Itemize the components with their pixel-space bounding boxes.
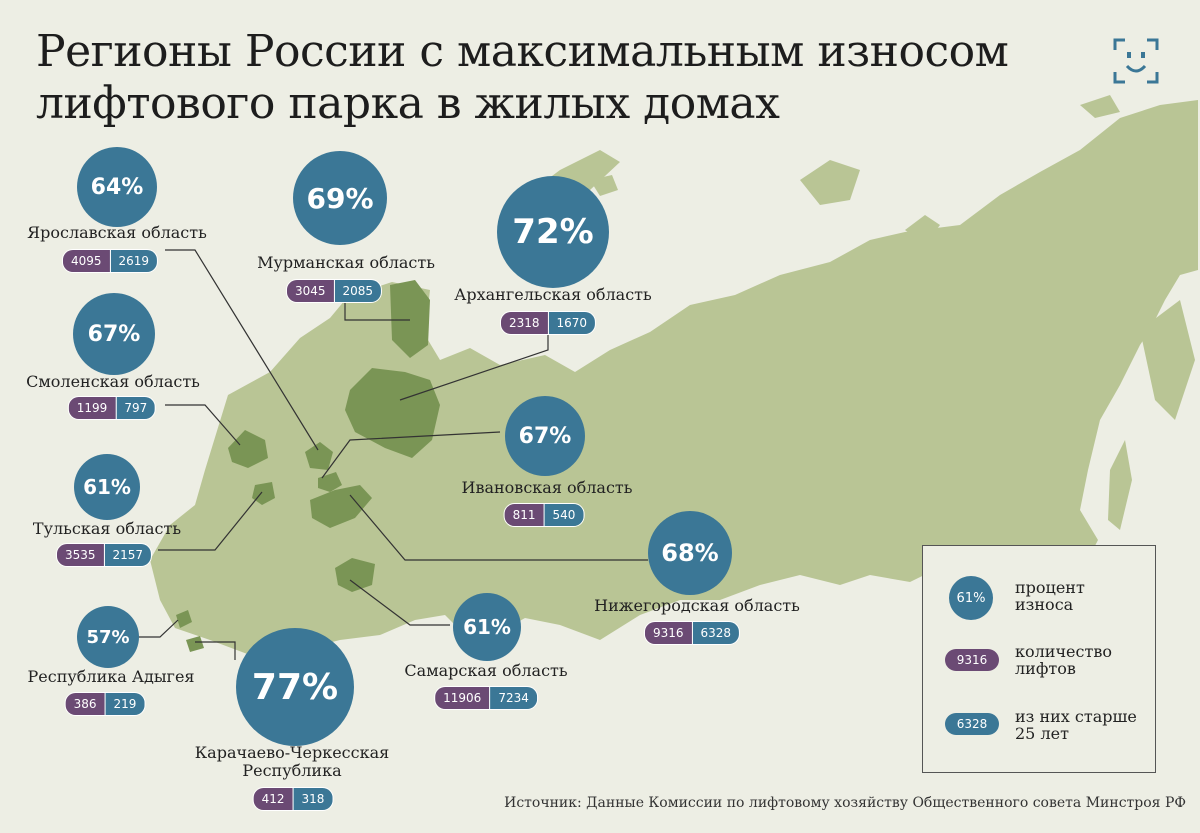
legend-lifts-label: количество лифтов xyxy=(1015,642,1112,678)
region-label-adygea: Республика Адыгея xyxy=(27,667,195,686)
region-yaroslavl-shape xyxy=(305,442,333,470)
island-wrangel xyxy=(1080,95,1120,118)
old-lifts-count: 2157 xyxy=(103,544,152,566)
old-lifts-count: 6328 xyxy=(691,622,740,644)
count-pill-adygea: 386 219 xyxy=(64,692,146,716)
region-arkhangelsk-shape xyxy=(345,368,440,458)
lifts-count: 412 xyxy=(253,788,293,810)
wear-bubble-smolensk: 67% xyxy=(73,293,155,375)
region-murmansk-shape xyxy=(390,280,430,358)
count-pill-tula: 3535 2157 xyxy=(55,543,153,567)
peninsula-kamchatka xyxy=(1140,300,1195,420)
leader-murmansk xyxy=(344,300,410,321)
source-note: Источник: Данные Комиссии по лифтовому х… xyxy=(504,795,1186,811)
region-label-ivanovo: Ивановская область xyxy=(461,478,633,497)
region-label-tula: Тульская область xyxy=(32,519,182,538)
wear-bubble-yaroslavl: 64% xyxy=(77,147,157,227)
legend-wear-label: процент износа xyxy=(1015,578,1085,614)
old-lifts-count: 7234 xyxy=(489,687,537,709)
leader-yaroslavl xyxy=(165,249,319,451)
region-label-arkhangelsk: Архангельская область xyxy=(454,285,652,304)
leader-smolensk xyxy=(165,404,241,446)
leader-samara xyxy=(349,579,450,626)
region-smolensk-shape xyxy=(228,430,268,468)
lifts-count: 1199 xyxy=(68,397,116,419)
legend-wear-sample: 61% xyxy=(949,576,993,620)
leader-ivanovo xyxy=(321,431,501,479)
russia-landmass xyxy=(150,100,1198,655)
lifts-count: 9316 xyxy=(644,622,692,644)
count-pill-kchr: 412 318 xyxy=(252,787,334,811)
region-label-nizhny: Нижегородская область xyxy=(594,596,800,615)
old-lifts-count: 318 xyxy=(292,788,333,810)
count-pill-ivanovo: 811 540 xyxy=(503,503,585,527)
wear-bubble-kchr: 77% xyxy=(236,628,354,746)
island-sakhalin xyxy=(1108,440,1132,530)
wear-bubble-nizhny: 68% xyxy=(648,511,732,595)
wear-bubble-adygea: 57% xyxy=(77,606,139,668)
old-lifts-count: 2085 xyxy=(333,280,382,302)
old-lifts-count: 219 xyxy=(104,693,145,715)
wear-bubble-murmansk: 69% xyxy=(293,151,387,245)
lifts-count: 2318 xyxy=(500,312,548,334)
lifts-count: 3045 xyxy=(286,280,334,302)
region-label-yaroslavl: Ярославская область xyxy=(27,223,207,242)
region-label-kchr: Карачаево-Черкесская Республика xyxy=(194,743,390,780)
smile-logo-icon xyxy=(1113,38,1159,84)
region-nizhny-shape xyxy=(310,485,372,528)
lifts-count: 811 xyxy=(504,504,544,526)
legend-old-label: из них старше 25 лет xyxy=(1015,707,1137,743)
lifts-count: 4095 xyxy=(62,250,110,272)
old-lifts-count: 797 xyxy=(115,397,156,419)
region-kchr-shape xyxy=(186,636,204,652)
wear-bubble-ivanovo: 67% xyxy=(505,396,585,476)
region-tula-shape xyxy=(252,482,275,505)
region-label-smolensk: Смоленская область xyxy=(26,372,200,391)
region-adygea-shape xyxy=(176,610,192,628)
island-franz-josef xyxy=(590,175,618,196)
page-title: Регионы России с максимальным износом ли… xyxy=(36,26,1009,129)
count-pill-yaroslavl: 4095 2619 xyxy=(61,249,159,273)
leader-kchr xyxy=(195,641,236,660)
count-pill-nizhny: 9316 6328 xyxy=(643,621,741,645)
lifts-count: 386 xyxy=(65,693,105,715)
region-ivanovo-shape xyxy=(318,472,342,492)
legend-lifts-sample: 9316 xyxy=(945,649,999,671)
island-new-siberian xyxy=(905,215,940,245)
legend-box: 61% процент износа 9316 количество лифто… xyxy=(922,545,1156,773)
old-lifts-count: 540 xyxy=(543,504,584,526)
region-samara-shape xyxy=(335,558,375,592)
lifts-count: 3535 xyxy=(56,544,104,566)
count-pill-smolensk: 1199 797 xyxy=(67,396,157,420)
region-label-samara: Самарская область xyxy=(404,661,568,680)
leader-adygea xyxy=(132,619,179,638)
wear-bubble-samara: 61% xyxy=(453,593,521,661)
wear-bubble-arkhangelsk: 72% xyxy=(497,176,609,288)
leader-arkhangelsk xyxy=(399,335,549,401)
region-label-murmansk: Мурманская область xyxy=(257,253,435,272)
wear-bubble-tula: 61% xyxy=(74,454,140,520)
old-lifts-count: 1670 xyxy=(547,312,596,334)
count-pill-murmansk: 3045 2085 xyxy=(285,279,383,303)
count-pill-samara: 11906 7234 xyxy=(434,686,538,710)
leader-nizhny xyxy=(349,494,648,561)
legend-old-sample: 6328 xyxy=(945,713,999,735)
island-severnaya-zemlya xyxy=(800,160,860,205)
count-pill-arkhangelsk: 2318 1670 xyxy=(499,311,597,335)
old-lifts-count: 2619 xyxy=(109,250,158,272)
lifts-count: 11906 xyxy=(435,687,490,709)
leader-tula xyxy=(158,491,263,551)
